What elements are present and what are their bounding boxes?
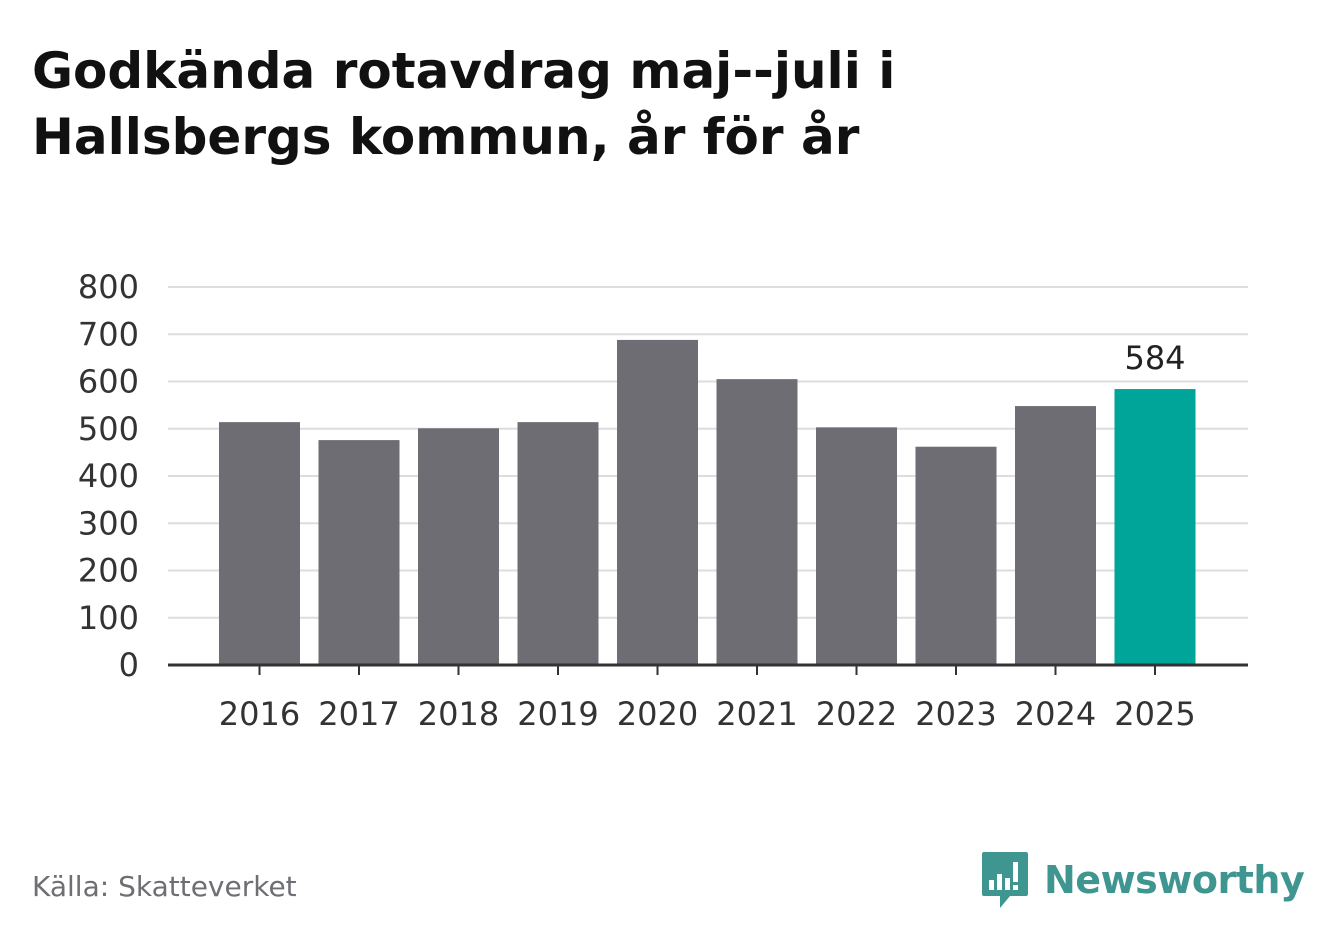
x-tick-label: 2022 [816, 695, 897, 733]
bar-2020 [617, 339, 698, 665]
chart-title-line-1: Godkända rotavdrag maj--juli i [32, 42, 896, 100]
bar-2023 [915, 446, 997, 665]
y-tick-label: 700 [78, 315, 139, 353]
x-tick-label: 2025 [1114, 695, 1195, 733]
bar-2021 [716, 379, 798, 665]
y-tick-label: 600 [78, 363, 139, 401]
bar-2016 [219, 422, 300, 665]
bars [219, 339, 1196, 665]
bar-2025 [1114, 389, 1196, 665]
bar-2018 [418, 428, 499, 665]
y-tick-label: 800 [78, 268, 139, 306]
y-tick-label: 200 [78, 552, 139, 590]
source-note: Källa: Skatteverket [32, 870, 297, 903]
x-tick-label: 2021 [716, 695, 797, 733]
y-axis-ticks: 0 100 200 300 400 500 600 700 800 [78, 268, 139, 684]
x-tick-label: 2018 [418, 695, 499, 733]
bar-2019 [517, 422, 599, 665]
x-tick-label: 2024 [1015, 695, 1096, 733]
bar-2022 [816, 427, 897, 665]
y-tick-label: 400 [78, 457, 139, 495]
bar-2017 [318, 440, 400, 665]
bar-2024 [1015, 406, 1096, 665]
x-tick-label: 2017 [318, 695, 399, 733]
x-tick-label: 2019 [517, 695, 598, 733]
y-tick-label: 500 [78, 410, 139, 448]
data-label: 584 [1124, 339, 1185, 377]
x-tick-label: 2020 [617, 695, 698, 733]
y-tick-label: 300 [78, 504, 139, 542]
x-axis: 2016 2017 2018 2019 2020 2021 2022 2023 2024 2025 [168, 663, 1248, 733]
y-tick-label: 0 [119, 646, 139, 684]
chart-title: Godkända rotavdrag maj--juli i Hallsberg… [32, 38, 1182, 170]
brand-name: Newsworthy [1044, 858, 1305, 902]
x-tick-label: 2023 [915, 695, 996, 733]
y-tick-label: 100 [78, 599, 139, 637]
x-tick-label: 2016 [219, 695, 300, 733]
newsworthy-logo-icon [982, 852, 1028, 908]
data-labels: 584 [1124, 339, 1185, 377]
chart-title-line-2: Hallsbergs kommun, år för år [32, 108, 860, 166]
newsworthy-logo: Newsworthy [980, 850, 1305, 910]
